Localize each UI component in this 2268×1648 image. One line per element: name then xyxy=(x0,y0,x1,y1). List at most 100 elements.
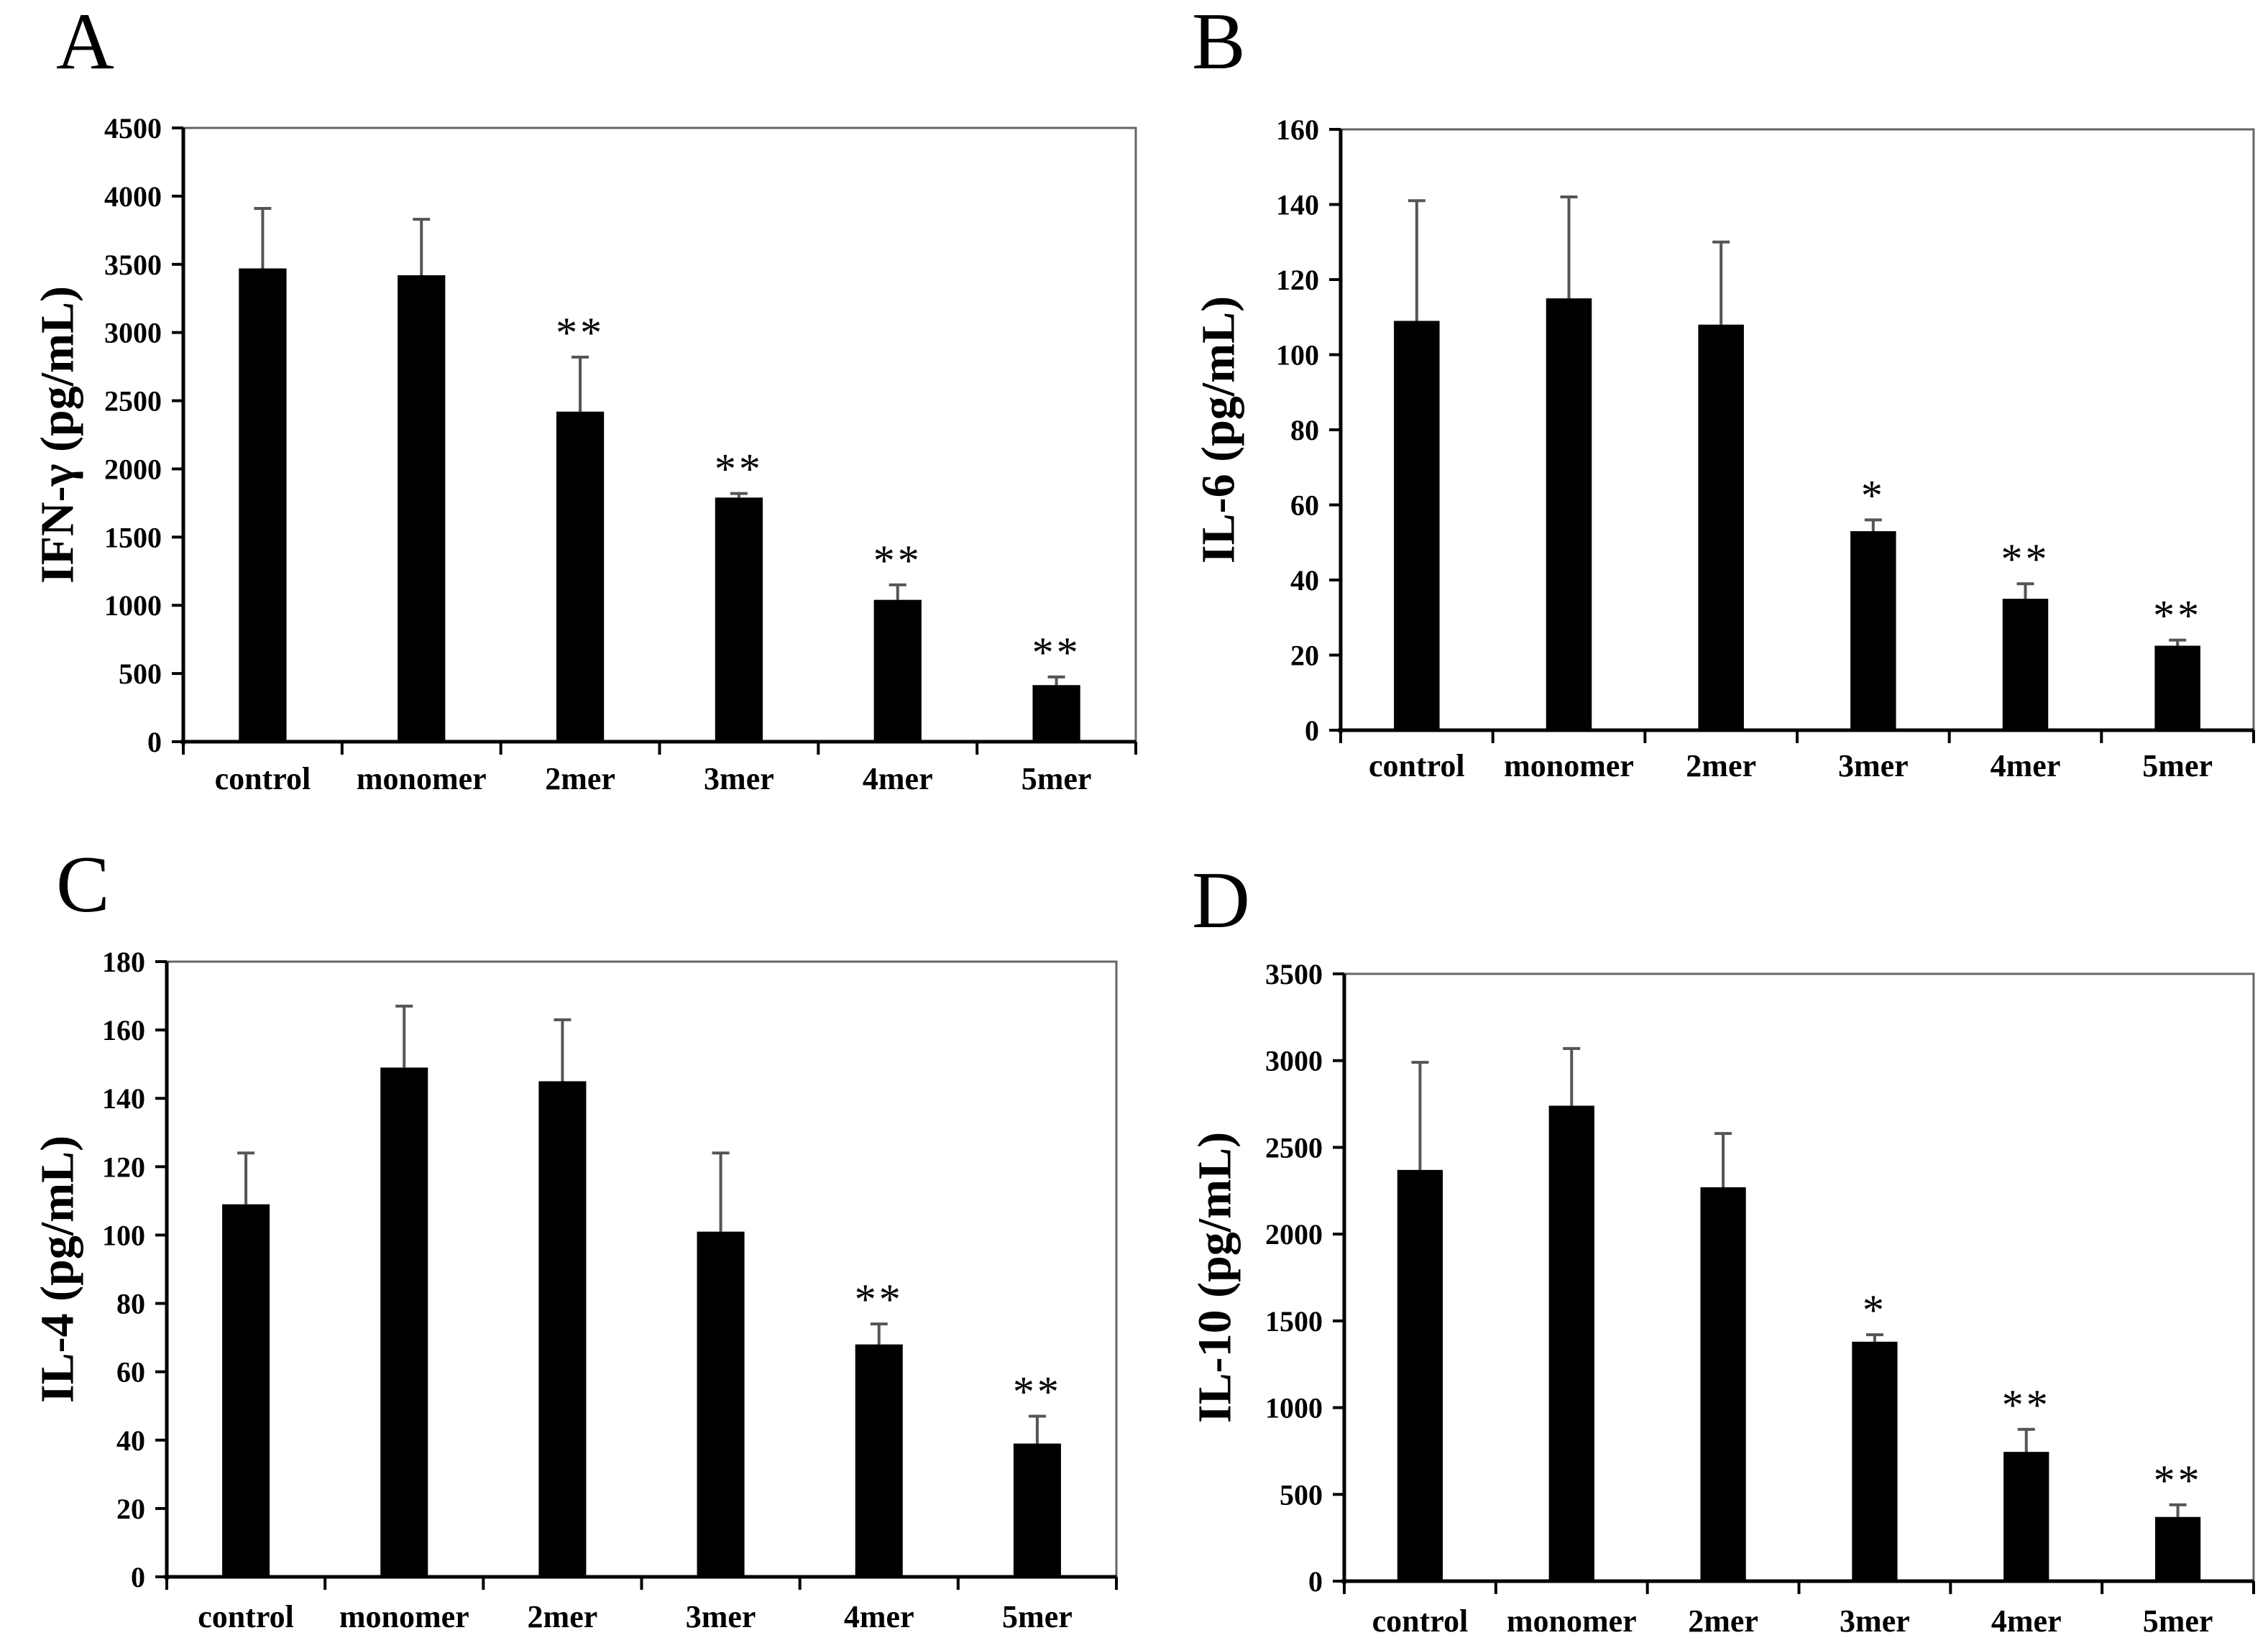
y-tick-label: 3000 xyxy=(1265,1045,1323,1077)
category-label: 2mer xyxy=(1686,748,1756,783)
bar-2mer xyxy=(1698,324,1744,730)
bar-5mer xyxy=(1032,685,1080,742)
significance-marker: ** xyxy=(1032,629,1081,676)
category-label: 5mer xyxy=(1002,1599,1073,1634)
bar-4mer xyxy=(855,1344,903,1577)
significance-marker: * xyxy=(1863,1286,1887,1334)
y-tick-label: 0 xyxy=(131,1561,145,1593)
category-label: monomer xyxy=(1504,748,1634,783)
category-label: monomer xyxy=(357,761,487,796)
y-tick-label: 0 xyxy=(1305,714,1319,747)
category-label: 3mer xyxy=(704,761,774,796)
significance-marker: * xyxy=(1861,471,1886,519)
significance-marker: ** xyxy=(873,537,922,584)
y-axis-title: IFN-γ (pg/mL) xyxy=(32,286,84,584)
y-tick-label: 1000 xyxy=(104,589,162,622)
y-tick-label: 100 xyxy=(102,1219,145,1251)
y-tick-label: 2000 xyxy=(1265,1218,1323,1251)
significance-marker: ** xyxy=(1013,1368,1062,1415)
y-tick-label: 40 xyxy=(1290,564,1319,597)
plot-frame xyxy=(1339,128,2255,732)
y-tick-label: 4500 xyxy=(104,112,162,144)
y-tick-label: 120 xyxy=(102,1151,145,1183)
category-label: 5mer xyxy=(2143,1603,2213,1639)
y-tick-label: 120 xyxy=(1276,264,1319,296)
y-tick-label: 160 xyxy=(102,1014,145,1046)
plot-frame xyxy=(1343,972,2255,1583)
y-tick-label: 60 xyxy=(116,1356,145,1389)
category-label: 3mer xyxy=(686,1599,756,1634)
panel-a: A 0 500 1000 1500 2000 2500 3000 3500 4000 4500 con… xyxy=(32,0,1137,796)
bar-3mer xyxy=(1852,1341,1898,1581)
y-tick-label: 80 xyxy=(116,1288,145,1320)
bar-2mer xyxy=(538,1081,587,1577)
panel-d: D 0 500 1000 1500 2000 2500 3000 3500 control mono… xyxy=(1189,856,2255,1639)
y-tick-label: 3500 xyxy=(104,249,162,281)
bar-control xyxy=(1397,1169,1443,1581)
bar-2mer xyxy=(556,411,605,742)
category-label: 4mer xyxy=(844,1599,914,1634)
panel-letter: D xyxy=(1192,856,1250,945)
bar-4mer xyxy=(2002,599,2049,730)
bar-2mer xyxy=(1700,1187,1746,1581)
y-tick-label: 0 xyxy=(1308,1565,1323,1598)
significance-marker: ** xyxy=(556,309,605,356)
plot-frame xyxy=(182,126,1137,743)
y-tick-label: 40 xyxy=(116,1424,145,1457)
panel-letter: B xyxy=(1192,0,1246,86)
panel-letter: C xyxy=(56,840,110,929)
bar-monomer xyxy=(1546,298,1592,730)
y-tick-label: 60 xyxy=(1290,489,1319,522)
category-label: control xyxy=(1372,1603,1469,1639)
y-axis-title: IL-6 (pg/mL) xyxy=(1193,296,1245,563)
bar-4mer xyxy=(2003,1452,2049,1581)
bar-control xyxy=(222,1204,270,1577)
y-tick-label: 4000 xyxy=(104,180,162,213)
bar-control xyxy=(239,268,287,742)
panel-b: B 0 20 40 60 80 100 120 140 160 control monomer 2mer… xyxy=(1192,0,2255,783)
category-label: 4mer xyxy=(1991,748,2061,783)
y-tick-label: 100 xyxy=(1276,339,1319,372)
y-tick-label: 0 xyxy=(147,726,162,758)
category-label: 2mer xyxy=(545,761,615,796)
y-tick-label: 1500 xyxy=(1265,1305,1323,1338)
y-tick-label: 20 xyxy=(116,1493,145,1525)
significance-marker: ** xyxy=(715,446,763,493)
y-tick-label: 180 xyxy=(102,946,145,978)
category-label: 2mer xyxy=(528,1599,598,1634)
category-label: control xyxy=(1369,748,1465,783)
bar-monomer xyxy=(1548,1105,1594,1581)
bar-5mer xyxy=(1013,1443,1061,1577)
bar-3mer xyxy=(697,1231,745,1577)
y-tick-label: 80 xyxy=(1290,414,1319,446)
category-label: 4mer xyxy=(863,761,933,796)
significance-marker: ** xyxy=(2153,592,2202,640)
significance-marker: ** xyxy=(2154,1457,2203,1504)
bar-3mer xyxy=(715,497,763,742)
significance-marker: ** xyxy=(855,1276,904,1323)
bar-monomer xyxy=(398,275,446,742)
y-axis-title: IL-4 (pg/mL) xyxy=(32,1136,84,1403)
y-tick-label: 3000 xyxy=(104,317,162,349)
bar-5mer xyxy=(2154,1516,2201,1581)
category-label: 4mer xyxy=(1991,1603,2062,1639)
y-tick-label: 1500 xyxy=(104,521,162,553)
y-axis-title: IL-10 (pg/mL) xyxy=(1189,1132,1241,1423)
category-label: 3mer xyxy=(1840,1603,1910,1639)
category-label: 5mer xyxy=(2142,748,2213,783)
significance-marker: ** xyxy=(2001,535,2050,583)
category-label: control xyxy=(198,1599,294,1634)
plot-frame xyxy=(165,960,1118,1578)
bar-monomer xyxy=(380,1067,428,1577)
category-label: monomer xyxy=(339,1599,469,1634)
significance-marker: ** xyxy=(2002,1381,2051,1429)
category-label: 3mer xyxy=(1838,748,1909,783)
y-tick-label: 160 xyxy=(1276,114,1319,146)
y-tick-label: 2500 xyxy=(1265,1131,1323,1164)
y-tick-label: 500 xyxy=(119,658,162,690)
bar-4mer xyxy=(873,599,922,742)
panel-c: C 0 20 40 60 80 100 120 140 160 180 control monomer 2… xyxy=(32,840,1118,1634)
y-tick-label: 20 xyxy=(1290,640,1319,672)
y-tick-label: 3500 xyxy=(1265,958,1323,990)
